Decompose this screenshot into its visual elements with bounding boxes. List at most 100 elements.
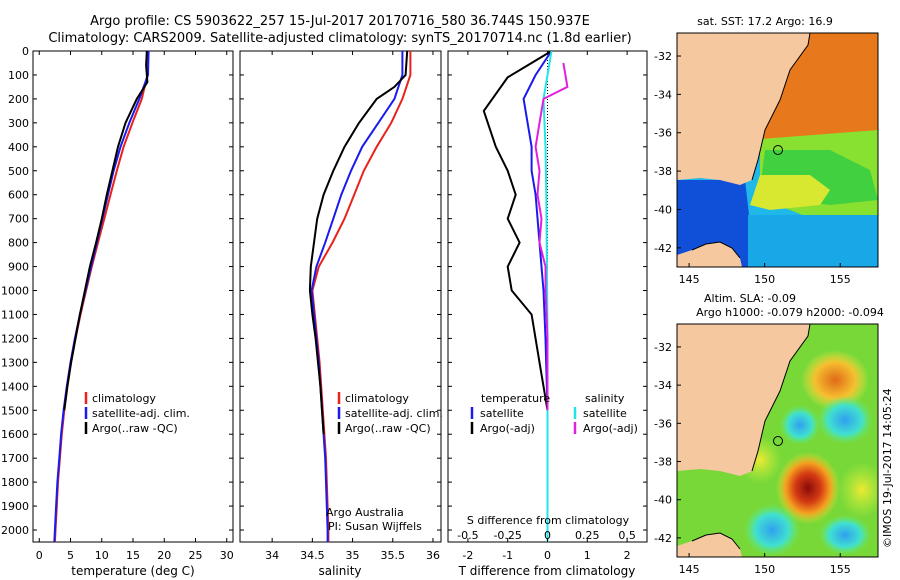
top-tick-label: 0 bbox=[544, 529, 551, 542]
map-y-tick-label: -32 bbox=[654, 50, 672, 63]
series-line-climatology bbox=[53, 51, 149, 543]
temperature-ticks: 0 5 10 15 20 25 300100200300400500600700800900… bbox=[1, 45, 234, 562]
series-line-t-argo-adj- bbox=[482, 50, 553, 411]
map-y-tick-label: -36 bbox=[654, 417, 672, 430]
legend-title-salinity: salinity bbox=[585, 392, 625, 405]
salinity-legend: climatology satellite-adj. clim. Argo(..… bbox=[337, 392, 443, 435]
series-line-argo-raw-qc- bbox=[308, 50, 409, 435]
y-tick-label: 400 bbox=[8, 141, 29, 154]
y-tick-label: 100 bbox=[8, 69, 29, 82]
x-tick-label: -1 bbox=[502, 549, 513, 562]
legend-label-satellite: satellite-adj. clim. bbox=[345, 407, 443, 420]
map-y-tick-label: -40 bbox=[654, 203, 672, 216]
temperature-panel: 0 5 10 15 20 25 300100200300400500600700800900… bbox=[1, 45, 234, 578]
legend-label-climatology: climatology bbox=[345, 392, 409, 405]
salinity-ticks: 34 34.5 35 35.5 36 bbox=[240, 50, 441, 562]
y-tick-label: 1800 bbox=[1, 476, 29, 489]
title-line1: Argo profile: CS 5903622_257 15-Jul-2017… bbox=[90, 14, 590, 29]
x-tick-label: 35.5 bbox=[381, 549, 406, 562]
map-x-tick-label: 150 bbox=[754, 563, 775, 576]
y-tick-label: 900 bbox=[8, 261, 29, 274]
sla-map-title-line1: Altim. SLA: -0.09 bbox=[704, 292, 796, 305]
x-tick-label: 0 bbox=[36, 549, 43, 562]
legend-label-satellite: satellite-adj. clim. bbox=[92, 407, 190, 420]
y-tick-label: 1500 bbox=[1, 404, 29, 417]
sst-map-panel: sat. SST: 17.2 Argo: 16.9 145 150 155 -32 -3… bbox=[654, 15, 879, 286]
legend-label-t-argo: Argo(-adj) bbox=[480, 422, 535, 435]
x-tick-label: 20 bbox=[157, 549, 171, 562]
y-tick-label: 1900 bbox=[1, 500, 29, 513]
map-x-tick-label: 155 bbox=[830, 273, 851, 286]
x-tick-label: 36 bbox=[426, 549, 440, 562]
temperature-xlabel: temperature (deg C) bbox=[71, 564, 194, 578]
map-y-tick-label: -42 bbox=[654, 242, 672, 255]
x-tick-label: 0 bbox=[544, 549, 551, 562]
map-y-tick-label: -42 bbox=[654, 532, 672, 545]
legend-label-s-satellite: satellite bbox=[583, 407, 627, 420]
map-x-tick-label: 145 bbox=[679, 273, 700, 286]
sst-map-title: sat. SST: 17.2 Argo: 16.9 bbox=[697, 15, 833, 28]
sla-map-axes bbox=[676, 323, 879, 558]
legend-label-climatology: climatology bbox=[92, 392, 156, 405]
sla-map-title-line2: Argo h1000: -0.079 h2000: -0.094 bbox=[696, 306, 884, 319]
float-marker bbox=[773, 145, 783, 155]
x-tick-label: 30 bbox=[220, 549, 234, 562]
x-tick-label: -2 bbox=[462, 549, 473, 562]
sst-field bbox=[677, 33, 878, 267]
y-tick-label: 1000 bbox=[1, 285, 29, 298]
sst-map-axes bbox=[676, 32, 879, 268]
y-tick-label: 1700 bbox=[1, 452, 29, 465]
difference-xlabel: T difference from climatology bbox=[458, 564, 636, 578]
top-tick-label: 0.25 bbox=[575, 529, 600, 542]
temperature-lines bbox=[53, 50, 150, 543]
map-y-tick-label: -34 bbox=[654, 379, 672, 392]
series-line-climatology bbox=[311, 51, 412, 542]
series-line-s-argo-adj- bbox=[534, 62, 569, 411]
x-tick-label: 34.5 bbox=[300, 549, 325, 562]
x-tick-label: 25 bbox=[189, 549, 203, 562]
top-tick-label: 0.5 bbox=[618, 529, 636, 542]
map-x-tick-label: 145 bbox=[679, 563, 700, 576]
y-tick-label: 1400 bbox=[1, 380, 29, 393]
map-y-tick-label: -34 bbox=[654, 88, 672, 101]
sla-map-panel: Altim. SLA: -0.09 Argo h1000: -0.079 h20… bbox=[654, 292, 884, 576]
salinity-panel: 34 34.5 35 35.5 36 salinity climatology sate… bbox=[239, 50, 443, 578]
map-y-tick-label: -36 bbox=[654, 127, 672, 140]
difference-ticks: -2 -1 0 1 2 -0.5 -0.25 0 0.25 0.5 bbox=[448, 50, 647, 562]
series-line-argo-raw-qc- bbox=[63, 50, 149, 411]
map-y-tick-label: -32 bbox=[654, 341, 672, 354]
sst-map-ticks: 145 150 155 -32 -34 -36 -38 -40 -42 bbox=[654, 50, 851, 286]
salinity-axes bbox=[239, 50, 442, 543]
salinity-lines bbox=[308, 50, 412, 542]
y-tick-label: 500 bbox=[8, 165, 29, 178]
series-line-satellite-adj-clim- bbox=[310, 51, 404, 542]
y-tick-label: 600 bbox=[8, 189, 29, 202]
salinity-xlabel: salinity bbox=[318, 564, 361, 578]
x-tick-label: 5 bbox=[67, 549, 74, 562]
difference-lines bbox=[482, 50, 569, 542]
legend-label-s-argo: Argo(-adj) bbox=[583, 422, 638, 435]
x-tick-label: 2 bbox=[624, 549, 631, 562]
annotation-pi: PI: Susan Wijffels bbox=[328, 520, 422, 533]
x-tick-label: 34 bbox=[265, 549, 279, 562]
sla-map-ticks: 145 150 155 -32 -34 -36 -38 -40 -42 bbox=[654, 341, 851, 576]
temperature-axes bbox=[32, 50, 234, 543]
difference-panel: -2 -1 0 1 2 -0.5 -0.25 0 0.25 0.5 T difference fr… bbox=[447, 50, 648, 578]
y-tick-label: 0 bbox=[22, 45, 29, 58]
difference-top-label: S difference from climatology bbox=[467, 514, 630, 527]
map-y-tick-label: -38 bbox=[654, 165, 672, 178]
map-y-tick-label: -40 bbox=[654, 494, 672, 507]
difference-legend: temperature salinity satellite Argo(-adj… bbox=[470, 392, 638, 435]
x-tick-label: 10 bbox=[95, 549, 109, 562]
y-tick-label: 700 bbox=[8, 213, 29, 226]
map-y-tick-label: -38 bbox=[654, 456, 672, 469]
float-marker bbox=[773, 436, 783, 446]
top-tick-label: -0.25 bbox=[493, 529, 521, 542]
x-tick-label: 15 bbox=[126, 549, 140, 562]
y-tick-label: 200 bbox=[8, 93, 29, 106]
legend-title-temperature: temperature bbox=[481, 392, 550, 405]
y-tick-label: 1300 bbox=[1, 356, 29, 369]
y-tick-label: 300 bbox=[8, 117, 29, 130]
title-line2: Climatology: CARS2009. Satellite-adjuste… bbox=[48, 31, 631, 46]
